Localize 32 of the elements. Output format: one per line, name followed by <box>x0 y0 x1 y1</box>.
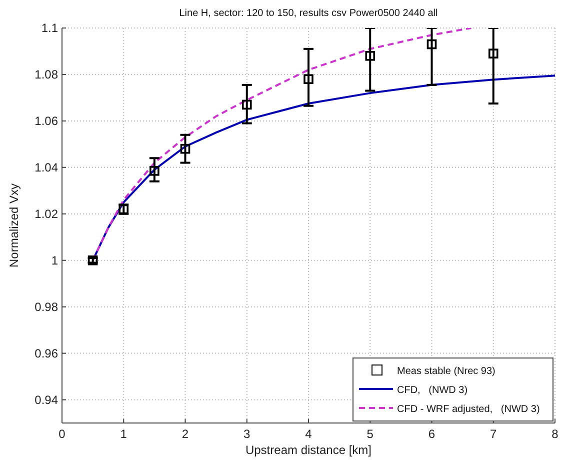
point <box>150 166 160 176</box>
x-tick-label: 5 <box>366 427 374 441</box>
point <box>426 39 437 50</box>
point <box>365 50 376 61</box>
y-tick-label: 1.06 <box>34 114 58 128</box>
x-tick-label: 8 <box>552 427 559 441</box>
x-tick-label: 0 <box>58 427 66 441</box>
chart-title: Line H, sector: 120 to 150, results csv Power0500 2440 all <box>179 8 438 19</box>
point <box>488 48 498 58</box>
point <box>242 100 252 110</box>
legend-label: CFD, (NWD 3) <box>397 385 468 396</box>
x-tick-label: 1 <box>120 427 128 441</box>
y-tick-label: 1 <box>51 253 58 268</box>
y-tick-label: 1.1 <box>41 21 58 35</box>
y-tick-label: 0.96 <box>34 346 58 360</box>
point <box>304 74 314 84</box>
y-tick-label: 1.02 <box>34 206 58 221</box>
legend-label: CFD - WRF adjusted, (NWD 3) <box>397 404 540 415</box>
point <box>180 144 190 154</box>
x-tick-label: 3 <box>244 427 251 441</box>
y-tick-label: 0.94 <box>34 392 58 407</box>
y-tick-label: 1.04 <box>34 160 58 174</box>
y-tick-label: 0.98 <box>34 300 58 314</box>
point <box>88 255 98 266</box>
legend-label: Meas stable (Nrec 93) <box>397 366 496 377</box>
x-axis-title: Upstream distance [km] <box>245 443 372 457</box>
y-tick-label: 1.08 <box>34 67 58 82</box>
x-tick-label: 2 <box>182 427 189 441</box>
x-tick-label: 6 <box>428 427 436 441</box>
y-axis-title: Normalized Vxy <box>7 183 21 268</box>
x-tick-label: 4 <box>305 427 312 441</box>
x-tick-label: 7 <box>490 427 498 441</box>
